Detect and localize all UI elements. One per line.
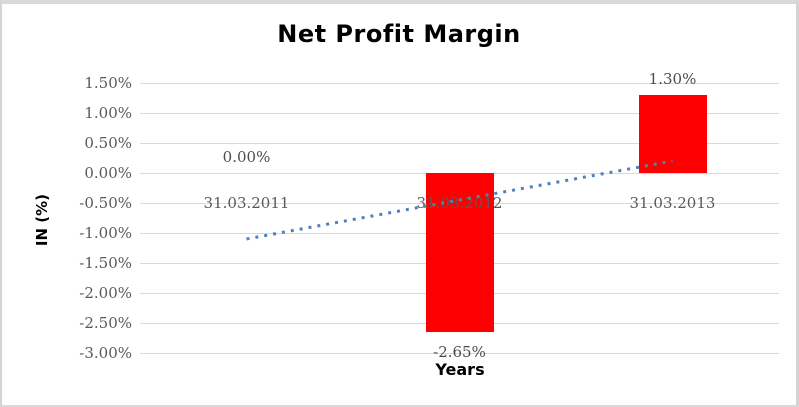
category-label: 31.03.2012: [416, 194, 503, 212]
bar: [638, 95, 707, 173]
y-tick-label: -3.00%: [79, 344, 132, 362]
chart-title: Net Profit Margin: [277, 20, 521, 48]
data-label: 0.00%: [222, 148, 271, 166]
data-label: 1.30%: [648, 70, 697, 88]
y-tick-label: 0.50%: [84, 134, 132, 152]
gridline: [140, 353, 779, 354]
y-axis-title: IN (%): [33, 193, 51, 247]
y-tick-label: -1.50%: [79, 254, 132, 272]
category-label: 31.03.2011: [203, 194, 290, 212]
y-tick-label: 1.00%: [84, 104, 132, 122]
y-tick-label: 1.50%: [84, 74, 132, 92]
y-tick-label: -2.00%: [79, 284, 132, 302]
y-tick-label: 0.00%: [84, 164, 132, 182]
y-tick-label: -0.50%: [79, 194, 132, 212]
category-label: 31.03.2013: [629, 194, 716, 212]
gridline: [140, 113, 779, 114]
data-label: -2.65%: [433, 343, 486, 361]
gridline: [140, 83, 779, 84]
x-axis-title: Years: [435, 360, 485, 379]
y-tick-label: -1.00%: [79, 224, 132, 242]
y-tick-label: -2.50%: [79, 314, 132, 332]
gridline: [140, 143, 779, 144]
